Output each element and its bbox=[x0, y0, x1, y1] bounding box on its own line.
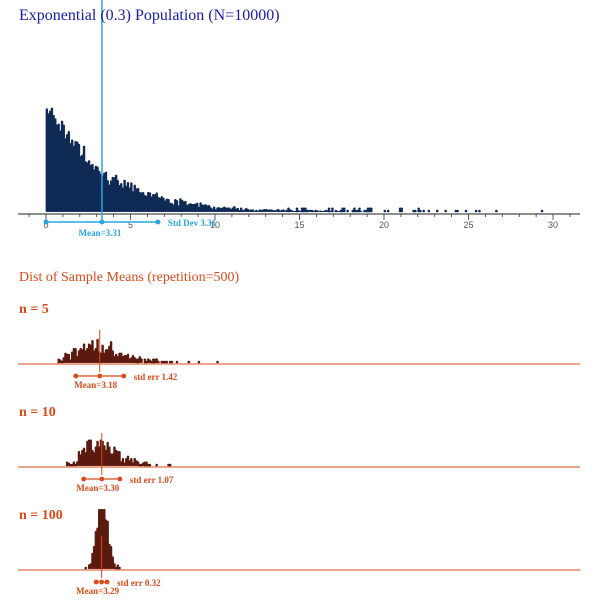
std-err-point bbox=[99, 476, 105, 482]
population-dot bbox=[413, 209, 417, 213]
population-dot-stack bbox=[321, 210, 324, 212]
sample-means-dots-n10 bbox=[65, 439, 172, 467]
population-dot bbox=[400, 209, 404, 213]
sample-mean-dot bbox=[145, 461, 148, 465]
std-err-point bbox=[81, 476, 87, 482]
std-err-point bbox=[97, 373, 103, 379]
population-dot bbox=[287, 207, 290, 211]
population-dot bbox=[346, 209, 349, 213]
panel-std-err-marker-n5 bbox=[73, 373, 127, 379]
population-dot bbox=[370, 209, 373, 213]
panel-std-err-label-n5: std err 1.42 bbox=[134, 372, 178, 382]
panel-std-err-marker-n10 bbox=[81, 476, 123, 482]
sample-mean-dot bbox=[165, 360, 169, 364]
population-dot-plot bbox=[45, 107, 544, 213]
panel-label-n5: n = 5 bbox=[19, 302, 49, 317]
population-dot bbox=[444, 209, 447, 213]
population-dot bbox=[474, 209, 478, 213]
population-dot bbox=[331, 207, 334, 211]
panel-std-err-label-n100: std err 0.32 bbox=[117, 578, 161, 588]
population-x-ticks: 0 5 10 15 20 25 30 bbox=[28, 214, 571, 230]
x-tick-label: 5 bbox=[128, 220, 133, 230]
population-dot bbox=[386, 209, 390, 213]
sample-mean-dot bbox=[148, 463, 152, 467]
population-dot bbox=[295, 207, 299, 211]
panel-std-err-label-n10: std err 1.07 bbox=[130, 475, 174, 485]
sample-mean-dot bbox=[197, 360, 201, 364]
population-dot bbox=[495, 209, 498, 213]
population-dot bbox=[327, 207, 331, 211]
panel-mean-label-n100: Mean=3.29 bbox=[76, 586, 119, 596]
x-tick-label: 10 bbox=[210, 220, 220, 230]
population-dot bbox=[427, 209, 431, 213]
panel-label-n100: n = 100 bbox=[19, 508, 63, 523]
population-dot bbox=[464, 209, 468, 213]
population-dot bbox=[435, 209, 439, 213]
sample-mean-dot bbox=[157, 360, 160, 364]
population-dot bbox=[342, 207, 346, 211]
population-dot bbox=[304, 207, 307, 211]
population-dot bbox=[353, 207, 356, 211]
std-err-point bbox=[73, 373, 79, 379]
sample-mean-dot bbox=[187, 360, 191, 364]
std-err-point bbox=[99, 579, 105, 585]
x-tick-label: 20 bbox=[379, 220, 389, 230]
population-dot bbox=[314, 209, 317, 213]
population-dot bbox=[400, 207, 404, 211]
population-dot bbox=[383, 209, 387, 213]
panel-std-err-marker-n100 bbox=[93, 579, 110, 585]
population-dot bbox=[295, 209, 299, 213]
population-mean-label: Mean=3.31 bbox=[79, 228, 122, 238]
sample-mean-dot bbox=[118, 566, 121, 570]
sd-bar-point bbox=[99, 219, 105, 225]
panel-mean-label-n10: Mean=3.30 bbox=[76, 483, 119, 493]
sd-bar-point bbox=[43, 219, 49, 225]
sample-means-dots-n5 bbox=[57, 338, 219, 364]
sample-means-panel-n5: n = 5 Mean=3.18 std err 1.42 bbox=[18, 302, 580, 390]
population-dot bbox=[540, 209, 544, 213]
population-dot bbox=[419, 209, 422, 213]
panel-mean-label-n5: Mean=3.18 bbox=[74, 380, 117, 390]
population-dot-stack bbox=[359, 210, 363, 212]
sample-mean-dot bbox=[216, 360, 219, 364]
population-dot bbox=[331, 209, 334, 213]
sampling-title: Dist of Sample Means (repetition=500) bbox=[19, 270, 240, 285]
sample-means-panel-n100: n = 100 Mean=3.29 std err 0.32 bbox=[18, 508, 580, 596]
x-tick-label: 30 bbox=[548, 220, 558, 230]
population-dot bbox=[417, 207, 420, 211]
std-err-point bbox=[117, 476, 123, 482]
x-tick-label: 25 bbox=[463, 220, 473, 230]
x-tick-label: 0 bbox=[43, 220, 48, 230]
sample-means-dots-n100 bbox=[84, 509, 121, 570]
population-title: Exponential (0.3) Population (N=10000) bbox=[19, 7, 280, 24]
population-dot bbox=[422, 209, 426, 213]
sample-means-panel-n10: n = 10 Mean=3.30 std err 1.07 bbox=[18, 405, 580, 493]
population-dot bbox=[478, 209, 481, 213]
sample-mean-dot bbox=[170, 360, 174, 364]
population-dot-stack bbox=[272, 210, 275, 212]
panel-label-n10: n = 10 bbox=[19, 405, 56, 420]
std-err-point bbox=[104, 579, 110, 585]
population-sd-marker bbox=[43, 219, 161, 225]
sample-mean-dot bbox=[143, 358, 147, 362]
std-err-point bbox=[93, 579, 99, 585]
sample-mean-dot bbox=[168, 463, 172, 467]
std-err-point bbox=[121, 373, 127, 379]
sample-mean-dot bbox=[175, 360, 179, 364]
sample-mean-dot bbox=[84, 566, 88, 570]
population-sd-label: Std Dev 3.31 bbox=[168, 218, 217, 228]
sample-mean-dot bbox=[155, 463, 158, 467]
population-dot bbox=[370, 207, 373, 211]
sample-mean-dot bbox=[116, 564, 120, 568]
sd-bar-point bbox=[155, 219, 161, 225]
population-dot bbox=[358, 207, 361, 211]
population-dot bbox=[342, 209, 346, 213]
population-dot bbox=[456, 209, 459, 213]
x-tick-label: 15 bbox=[294, 220, 304, 230]
sample-mean-dot-stack bbox=[140, 358, 143, 363]
population-dot-stack bbox=[336, 210, 339, 212]
population-dot-stack bbox=[292, 210, 295, 212]
